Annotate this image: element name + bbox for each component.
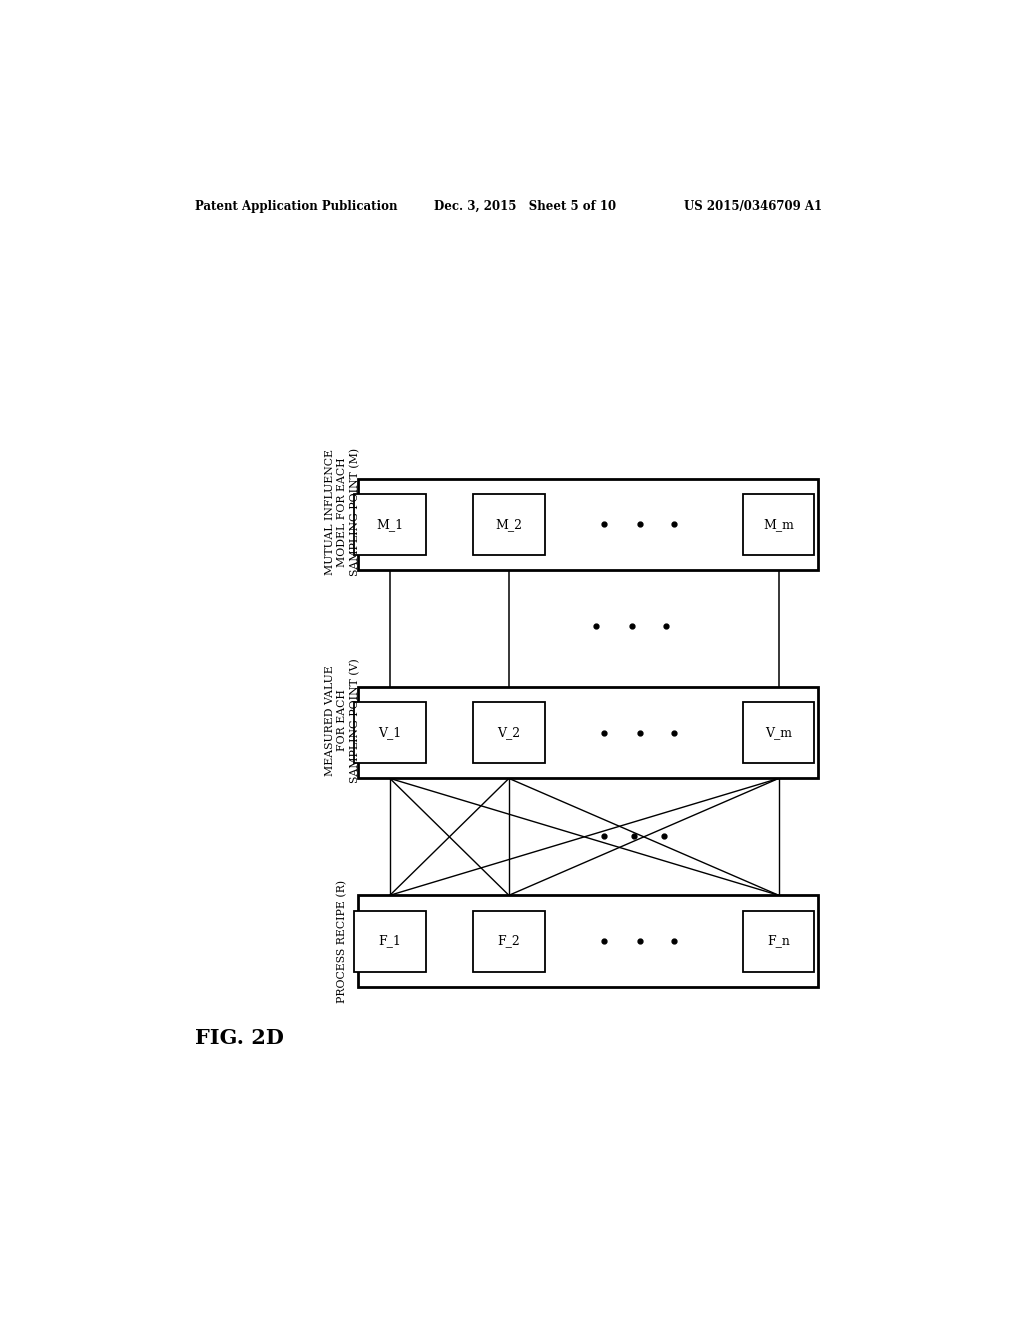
Text: M_m: M_m	[763, 517, 795, 531]
Bar	[354, 911, 426, 972]
Text: FIG. 2D: FIG. 2D	[196, 1027, 285, 1048]
Text: US 2015/0346709 A1: US 2015/0346709 A1	[684, 199, 821, 213]
Text: MUTUAL INFLUENCE
MODEL FOR EACH
SAMPLING POINT (M): MUTUAL INFLUENCE MODEL FOR EACH SAMPLING…	[325, 447, 359, 576]
Bar	[743, 702, 814, 763]
Bar	[473, 911, 545, 972]
Text: M_1: M_1	[377, 517, 403, 531]
Text: F_1: F_1	[379, 935, 401, 948]
Text: F_2: F_2	[498, 935, 520, 948]
Bar	[354, 494, 426, 554]
Text: F_n: F_n	[767, 935, 791, 948]
Bar	[473, 494, 545, 554]
Text: V_2: V_2	[498, 726, 520, 739]
Bar	[473, 702, 545, 763]
Text: M_2: M_2	[496, 517, 522, 531]
Bar	[743, 494, 814, 554]
Bar	[743, 911, 814, 972]
Text: MEASURED VALUE
FOR EACH
SAMPLING POINT (V): MEASURED VALUE FOR EACH SAMPLING POINT (…	[325, 659, 359, 783]
Text: Dec. 3, 2015   Sheet 5 of 10: Dec. 3, 2015 Sheet 5 of 10	[433, 199, 615, 213]
Text: PROCESS RECIPE (R): PROCESS RECIPE (R)	[337, 879, 347, 1003]
Text: V_m: V_m	[765, 726, 793, 739]
Text: V_1: V_1	[378, 726, 401, 739]
Bar	[354, 702, 426, 763]
Bar	[358, 895, 818, 987]
Bar	[358, 479, 818, 570]
Bar	[358, 686, 818, 779]
Text: Patent Application Publication: Patent Application Publication	[196, 199, 398, 213]
